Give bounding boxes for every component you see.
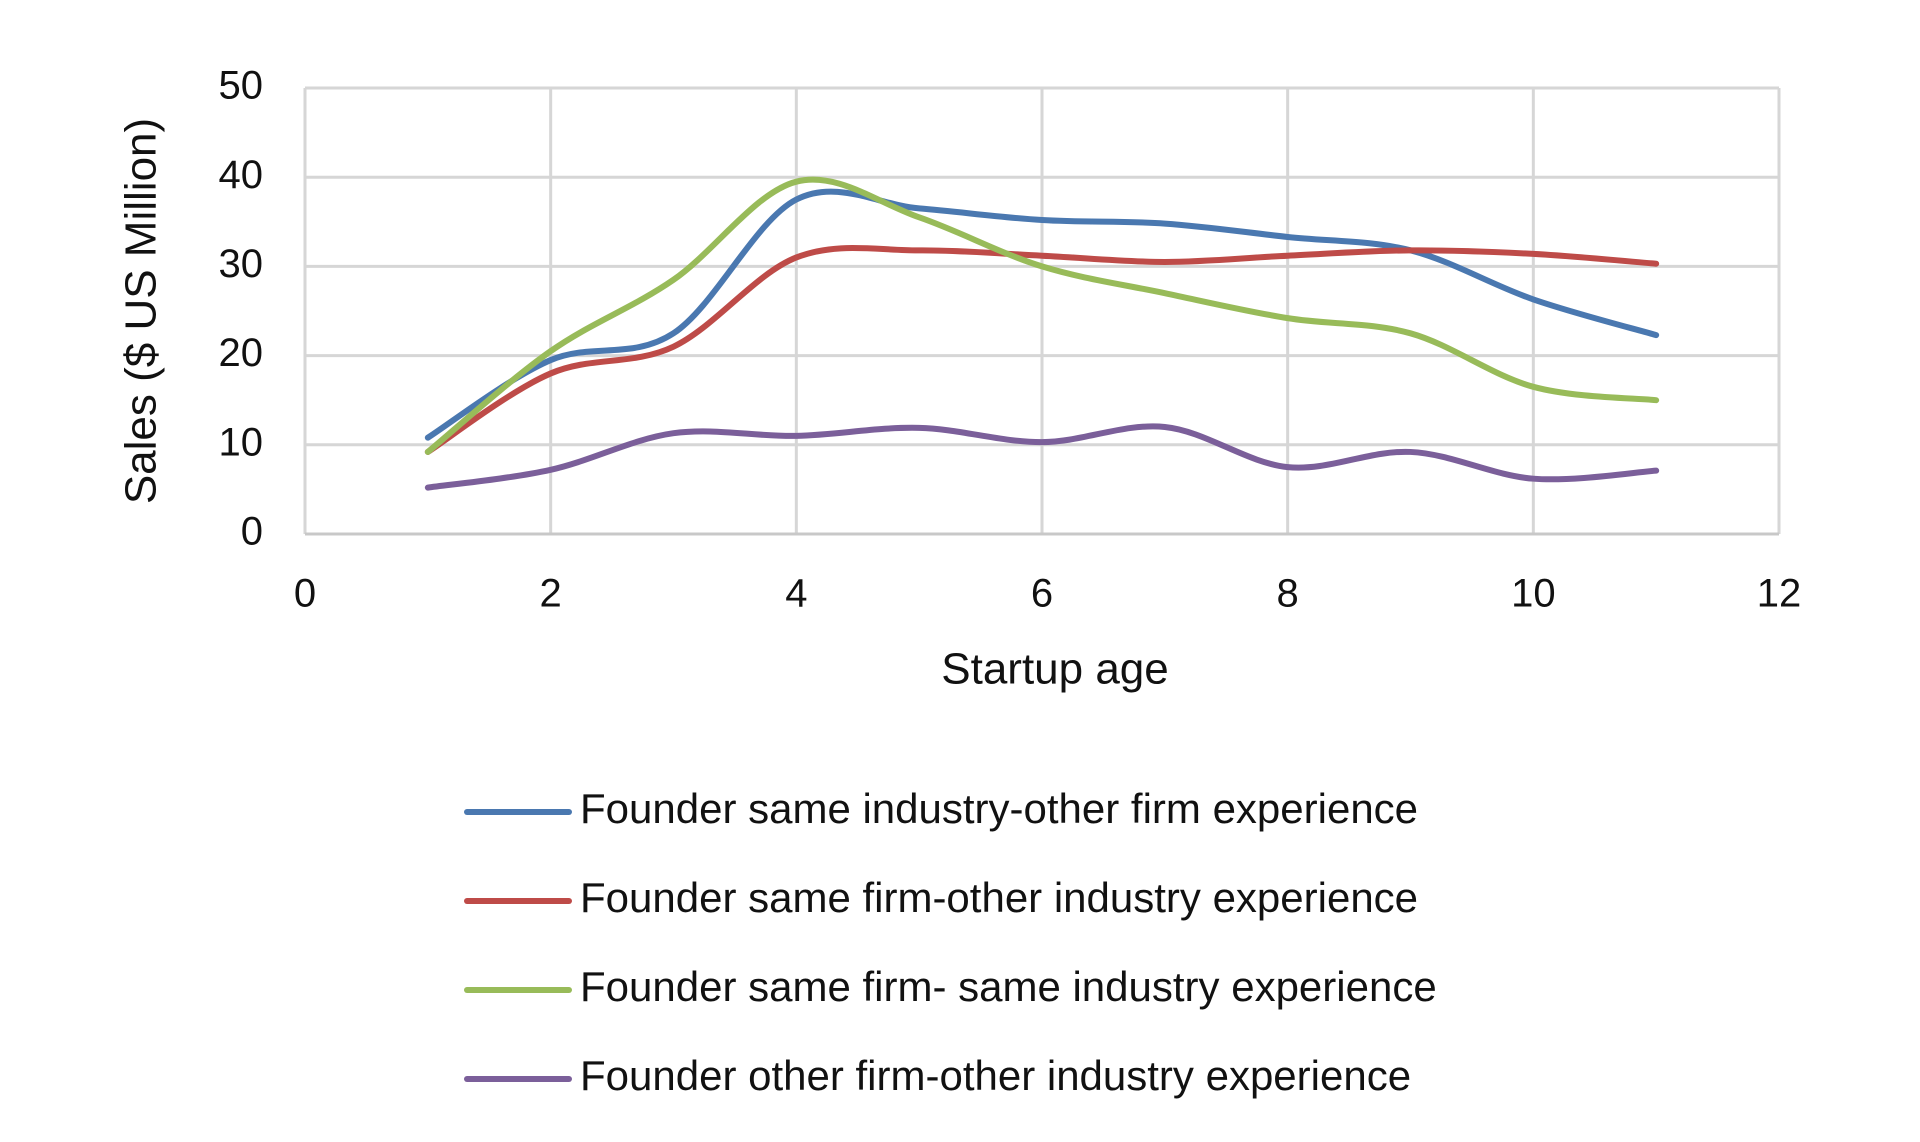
y-tick-label: 20: [219, 331, 264, 375]
y-tick-label: 30: [219, 242, 264, 286]
legend-label: Founder same firm- same industry experie…: [580, 963, 1437, 1010]
x-tick-label: 8: [1277, 572, 1299, 616]
x-tick-label: 6: [1031, 572, 1053, 616]
x-tick-label: 10: [1511, 572, 1556, 616]
series-line: [424, 245, 1660, 455]
y-tick-label: 50: [219, 64, 264, 108]
legend-label: Founder other firm-other industry experi…: [580, 1052, 1411, 1099]
y-tick-label: 40: [219, 153, 264, 197]
legend-label: Founder same industry-other firm experie…: [580, 785, 1418, 832]
y-tick-label: 0: [241, 510, 263, 554]
x-axis-title: Startup age: [941, 645, 1169, 694]
x-tick-label: 4: [785, 572, 807, 616]
x-tick-label: 2: [540, 572, 562, 616]
y-tick-label: 10: [219, 420, 264, 464]
legend-label: Founder same firm-other industry experie…: [580, 874, 1418, 921]
series-line: [424, 188, 1660, 441]
series-line: [424, 423, 1660, 491]
x-tick-label: 12: [1757, 572, 1802, 616]
series-line: [424, 176, 1660, 455]
x-tick-label: 0: [294, 572, 316, 616]
y-axis-title: Sales ($ US Million): [117, 118, 166, 504]
